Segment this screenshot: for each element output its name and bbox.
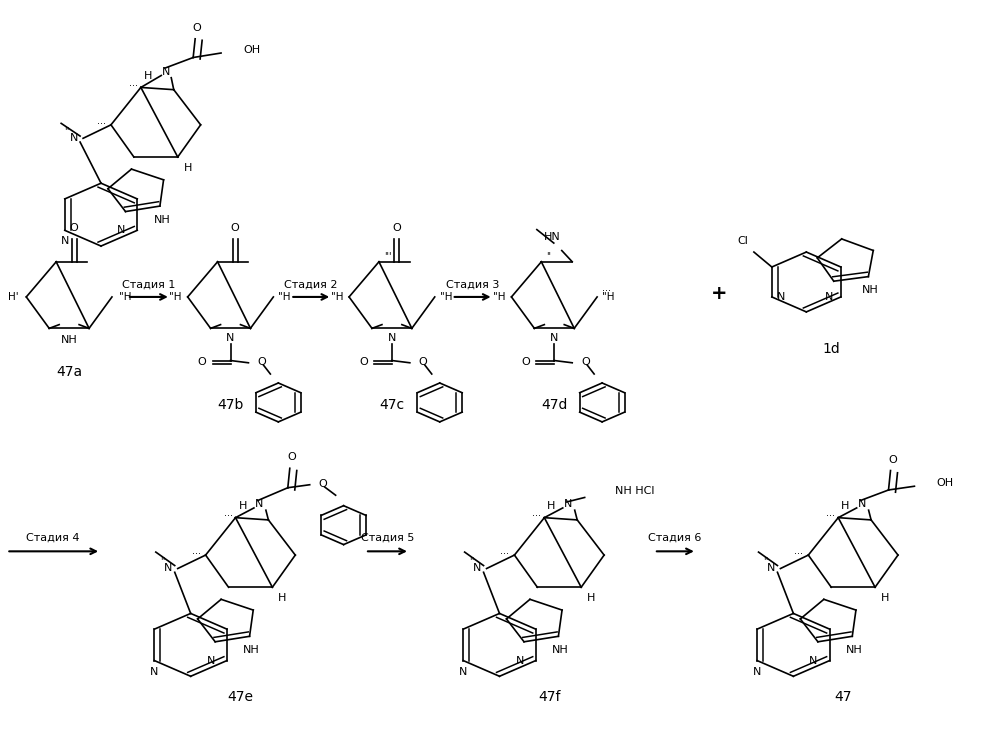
Text: "H: "H xyxy=(169,292,182,302)
Text: 47d: 47d xyxy=(541,399,567,412)
Text: ...: ... xyxy=(826,508,835,518)
Text: Стадия 4: Стадия 4 xyxy=(26,533,80,543)
Text: ...: ... xyxy=(224,508,233,518)
Text: N: N xyxy=(388,333,396,343)
Text: O: O xyxy=(198,357,207,367)
Text: N: N xyxy=(61,237,69,246)
Text: ...: ... xyxy=(192,546,201,556)
Text: N: N xyxy=(165,562,173,573)
Text: Cl: Cl xyxy=(737,236,748,246)
Text: H: H xyxy=(587,593,595,603)
Text: N: N xyxy=(515,656,523,665)
Text: O: O xyxy=(392,223,401,234)
Text: NH: NH xyxy=(552,645,568,655)
Text: ": " xyxy=(160,556,165,566)
Text: H: H xyxy=(239,501,247,511)
Text: NH HCl: NH HCl xyxy=(614,487,654,496)
Text: ": " xyxy=(470,556,474,566)
Text: O: O xyxy=(193,23,202,33)
Text: N: N xyxy=(824,292,833,302)
Text: +: + xyxy=(710,284,727,303)
Text: O: O xyxy=(288,452,296,463)
Text: H: H xyxy=(841,501,849,511)
Text: O: O xyxy=(888,454,897,465)
Text: NH: NH xyxy=(243,645,260,655)
Text: H: H xyxy=(184,163,192,173)
Text: NH: NH xyxy=(846,645,863,655)
Text: N: N xyxy=(162,67,171,77)
Text: N: N xyxy=(563,499,572,509)
Text: O: O xyxy=(258,357,266,367)
Text: ...: ... xyxy=(129,78,138,88)
Text: N: N xyxy=(857,499,866,509)
Text: NH: NH xyxy=(154,215,170,225)
Text: 1d: 1d xyxy=(822,342,840,356)
Text: "H: "H xyxy=(279,292,291,302)
Text: N: N xyxy=(150,667,159,677)
Text: "H: "H xyxy=(440,292,453,302)
Text: ''': ''' xyxy=(384,252,392,261)
Text: 47a: 47a xyxy=(56,365,82,379)
Text: N: N xyxy=(550,333,558,343)
Text: NH: NH xyxy=(862,285,879,295)
Text: "H: "H xyxy=(331,292,343,302)
Text: '': '' xyxy=(546,252,551,261)
Text: N: N xyxy=(474,562,482,573)
Text: O: O xyxy=(581,357,590,367)
Text: N: N xyxy=(777,292,785,302)
Text: O: O xyxy=(231,223,240,234)
Text: 47f: 47f xyxy=(538,690,560,704)
Text: O: O xyxy=(69,223,78,234)
Text: N: N xyxy=(460,667,468,677)
Text: H: H xyxy=(881,593,889,603)
Text: ": " xyxy=(64,126,68,136)
Text: "H: "H xyxy=(602,292,614,302)
Text: 47e: 47e xyxy=(228,690,254,704)
Text: O: O xyxy=(521,357,530,367)
Text: N: N xyxy=(117,225,125,235)
Text: Стадия 6: Стадия 6 xyxy=(648,533,701,543)
Text: NH: NH xyxy=(61,335,78,345)
Text: H: H xyxy=(279,593,287,603)
Text: N: N xyxy=(207,656,215,665)
Text: N: N xyxy=(255,499,263,509)
Text: N: N xyxy=(753,667,761,677)
Text: O: O xyxy=(419,357,428,367)
Text: Стадия 3: Стадия 3 xyxy=(446,279,500,289)
Text: "H: "H xyxy=(119,292,132,302)
Text: OH: OH xyxy=(936,478,953,488)
Text: H': H' xyxy=(8,292,18,302)
Text: H: H xyxy=(547,501,555,511)
Text: N: N xyxy=(767,562,775,573)
Text: ...: ... xyxy=(602,283,611,293)
Text: OH: OH xyxy=(243,45,260,55)
Text: Стадия 5: Стадия 5 xyxy=(362,533,415,543)
Text: N: N xyxy=(227,333,235,343)
Text: Стадия 2: Стадия 2 xyxy=(285,279,338,289)
Text: N: N xyxy=(70,133,78,143)
Text: ...: ... xyxy=(532,508,541,518)
Text: 47c: 47c xyxy=(380,399,405,412)
Text: 47: 47 xyxy=(834,690,852,704)
Text: H: H xyxy=(144,71,152,80)
Text: O: O xyxy=(319,479,328,489)
Text: HN: HN xyxy=(543,232,560,242)
Text: ...: ... xyxy=(500,546,509,556)
Text: ": " xyxy=(763,556,767,566)
Text: ...: ... xyxy=(97,116,106,126)
Text: 47b: 47b xyxy=(218,399,244,412)
Text: ...: ... xyxy=(794,546,803,556)
Text: "H: "H xyxy=(493,292,505,302)
Text: O: O xyxy=(360,357,368,367)
Text: Стадия 1: Стадия 1 xyxy=(122,279,176,289)
Text: N: N xyxy=(809,656,817,665)
